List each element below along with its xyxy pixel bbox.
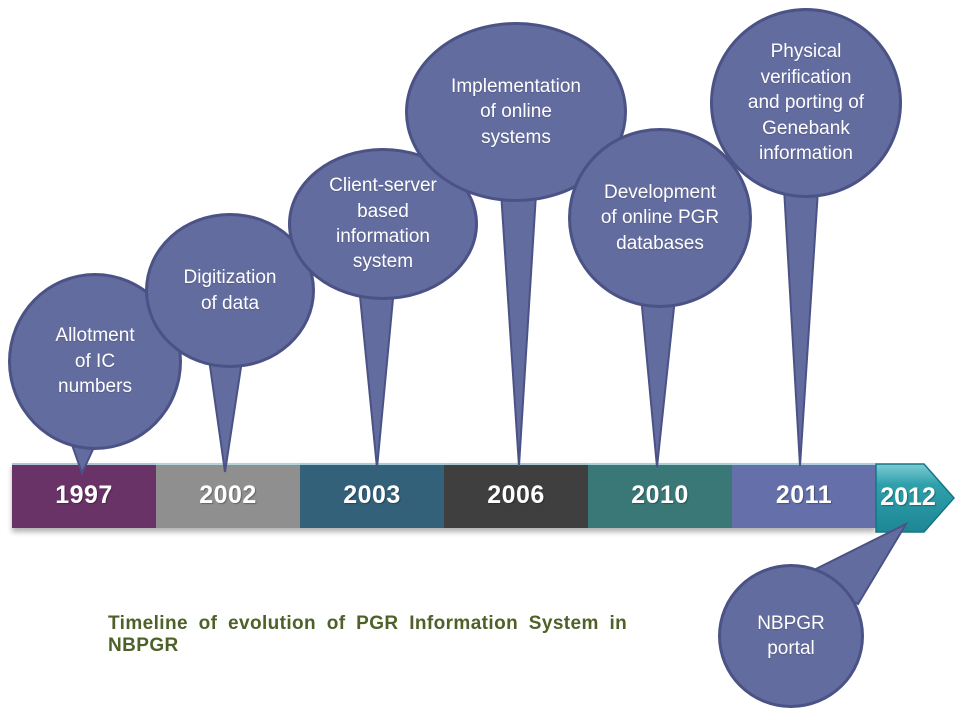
timeline-arrow-2012: 2012 [874, 461, 958, 537]
balloon-2011: Physical verification and porting of Gen… [710, 8, 902, 198]
balloon-tail-2011 [782, 186, 820, 467]
year-label-2012: 2012 [880, 482, 936, 511]
year-label-2002: 2002 [199, 481, 257, 509]
year-label-2010: 2010 [631, 481, 689, 509]
year-label-1997: 1997 [55, 481, 113, 509]
timeline-segment-2002: 2002 [156, 463, 300, 528]
balloon-tail-2010 [639, 294, 677, 468]
balloon-label-2002: Digitization of data [183, 267, 277, 314]
balloon-label-2012: NBPGR portal [757, 612, 825, 659]
balloon-2002: Digitization of data [145, 213, 315, 368]
balloon-label-2010: Development of online PGR databases [600, 181, 720, 254]
balloon-label-1997: Allotment of IC numbers [55, 325, 135, 398]
timeline-segment-2011: 2011 [732, 463, 876, 528]
year-label-2003: 2003 [343, 481, 401, 509]
balloon-tail-2003 [357, 284, 396, 469]
balloon-label-2011: Physical verification and porting of Gen… [747, 41, 865, 165]
balloon-tail-2006 [499, 190, 538, 467]
timeline-segment-2003: 2003 [300, 463, 444, 528]
caption: Timeline of evolution of PGR Information… [108, 613, 628, 656]
timeline-segment-2010: 2010 [588, 463, 732, 528]
balloon-2010: Development of online PGR databases [568, 128, 752, 308]
balloon-tail-2002 [206, 350, 245, 473]
balloon-label-2003: Client-server based information system [329, 175, 437, 273]
balloon-label-2006: Implementation of online systems [451, 75, 581, 148]
year-label-2011: 2011 [775, 481, 833, 509]
timeline-bar: 1997 2002 2003 2006 2010 2011 [12, 463, 876, 528]
balloon-2012: NBPGR portal [718, 564, 864, 708]
timeline-segment-2006: 2006 [444, 463, 588, 528]
year-label-2006: 2006 [487, 481, 545, 509]
arrow-shape [875, 463, 956, 533]
timeline-segment-1997: 1997 [12, 463, 156, 528]
